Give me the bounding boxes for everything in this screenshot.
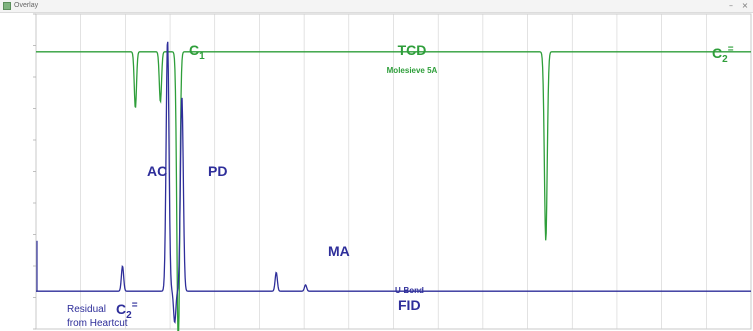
ma-peak-label: MA xyxy=(328,243,350,259)
grid xyxy=(80,14,707,329)
c2-fid-text: C xyxy=(116,301,126,317)
c2-tcd-peak-label: C2= xyxy=(712,44,734,65)
residual-label: Residual xyxy=(67,304,106,315)
chromatogram-chart: TCD Molesieve 5A C1 C2= AC PD MA U-Bond … xyxy=(33,13,752,331)
c1-peak-label: C1 xyxy=(189,42,205,62)
c2-fid-peak-label: C2= xyxy=(116,300,138,321)
close-button[interactable]: × xyxy=(741,1,749,10)
c1-subscript: 1 xyxy=(199,51,205,62)
c2-tcd-subscript: 2 xyxy=(722,54,728,65)
app-icon xyxy=(3,2,11,10)
y-axis-ticks xyxy=(33,13,36,330)
title-bar: Overlay – × xyxy=(0,0,753,13)
c2-tcd-text: C xyxy=(712,45,722,61)
tcd-trace xyxy=(36,51,751,331)
minimize-button[interactable]: – xyxy=(729,1,733,10)
window-title: Overlay xyxy=(14,2,39,9)
fid-trace xyxy=(36,41,751,324)
c2-tcd-superscript: = xyxy=(728,44,734,55)
c1-text: C xyxy=(189,42,199,58)
heartcut-label: from Heartcut xyxy=(67,318,128,329)
c2-fid-subscript: 2 xyxy=(126,310,132,321)
c2-fid-superscript: = xyxy=(132,300,138,311)
pd-peak-label: PD xyxy=(208,163,227,179)
fid-column-label: U-Bond xyxy=(395,286,424,295)
ac-peak-label: AC xyxy=(147,163,167,179)
tcd-column-label: Molesieve 5A xyxy=(387,66,438,75)
fid-detector-label: FID xyxy=(398,297,421,313)
tcd-detector-label: TCD xyxy=(398,42,427,58)
